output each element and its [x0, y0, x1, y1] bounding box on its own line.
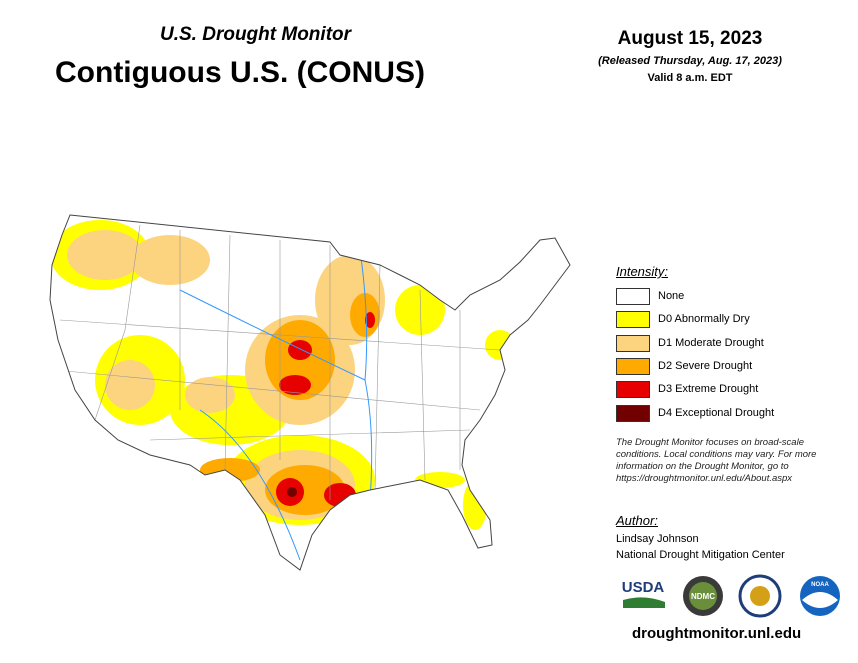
legend-swatch	[616, 381, 650, 399]
legend-title: Intensity:	[616, 264, 669, 279]
kicker: U.S. Drought Monitor	[160, 24, 352, 45]
legend-swatch	[616, 334, 650, 352]
legend-label: D3 Extreme Drought	[658, 383, 759, 396]
valid-time: Valid 8 a.m. EDT	[647, 72, 733, 84]
legend-swatch	[616, 357, 650, 375]
map-date: August 15, 2023	[617, 28, 763, 49]
note: The Drought Monitor focuses on broad-sca…	[616, 437, 817, 484]
author-name: Lindsay Johnson	[616, 533, 699, 545]
footer-url: droughtmonitor.unl.edu	[632, 625, 802, 642]
logo-usda: USDA	[622, 579, 665, 596]
legend-label: D2 Severe Drought	[658, 359, 753, 372]
rivers	[179, 249, 373, 561]
logo-ndmc-disk	[689, 582, 717, 610]
legend-label: D1 Moderate Drought	[658, 336, 764, 349]
legend-label: None	[658, 290, 685, 302]
logo-noaa: NOAA	[811, 582, 829, 588]
logo-commerce-center	[750, 586, 770, 606]
title: Contiguous U.S. (CONUS)	[55, 56, 425, 89]
legend-swatch	[616, 288, 650, 305]
state-lines	[54, 224, 501, 500]
drought-areas	[50, 220, 515, 530]
conus-outline	[49, 214, 571, 571]
legend-swatch	[616, 311, 650, 329]
logo-usda-field	[623, 597, 665, 608]
legend-label: D0 Abnormally Dry	[658, 313, 750, 326]
logos: USDA NDMC NOAA	[622, 574, 840, 618]
legend-label: D4 Exceptional Drought	[658, 406, 775, 419]
author-title: Author:	[616, 513, 658, 528]
map	[49, 214, 571, 571]
logo-ndmc: NDMC	[691, 592, 715, 601]
logo-noaa-gull	[802, 592, 838, 608]
legend-swatch	[616, 404, 650, 422]
author-org: National Drought Mitigation Center	[616, 549, 785, 561]
release-date: (Released Thursday, Aug. 17, 2023)	[598, 55, 782, 67]
